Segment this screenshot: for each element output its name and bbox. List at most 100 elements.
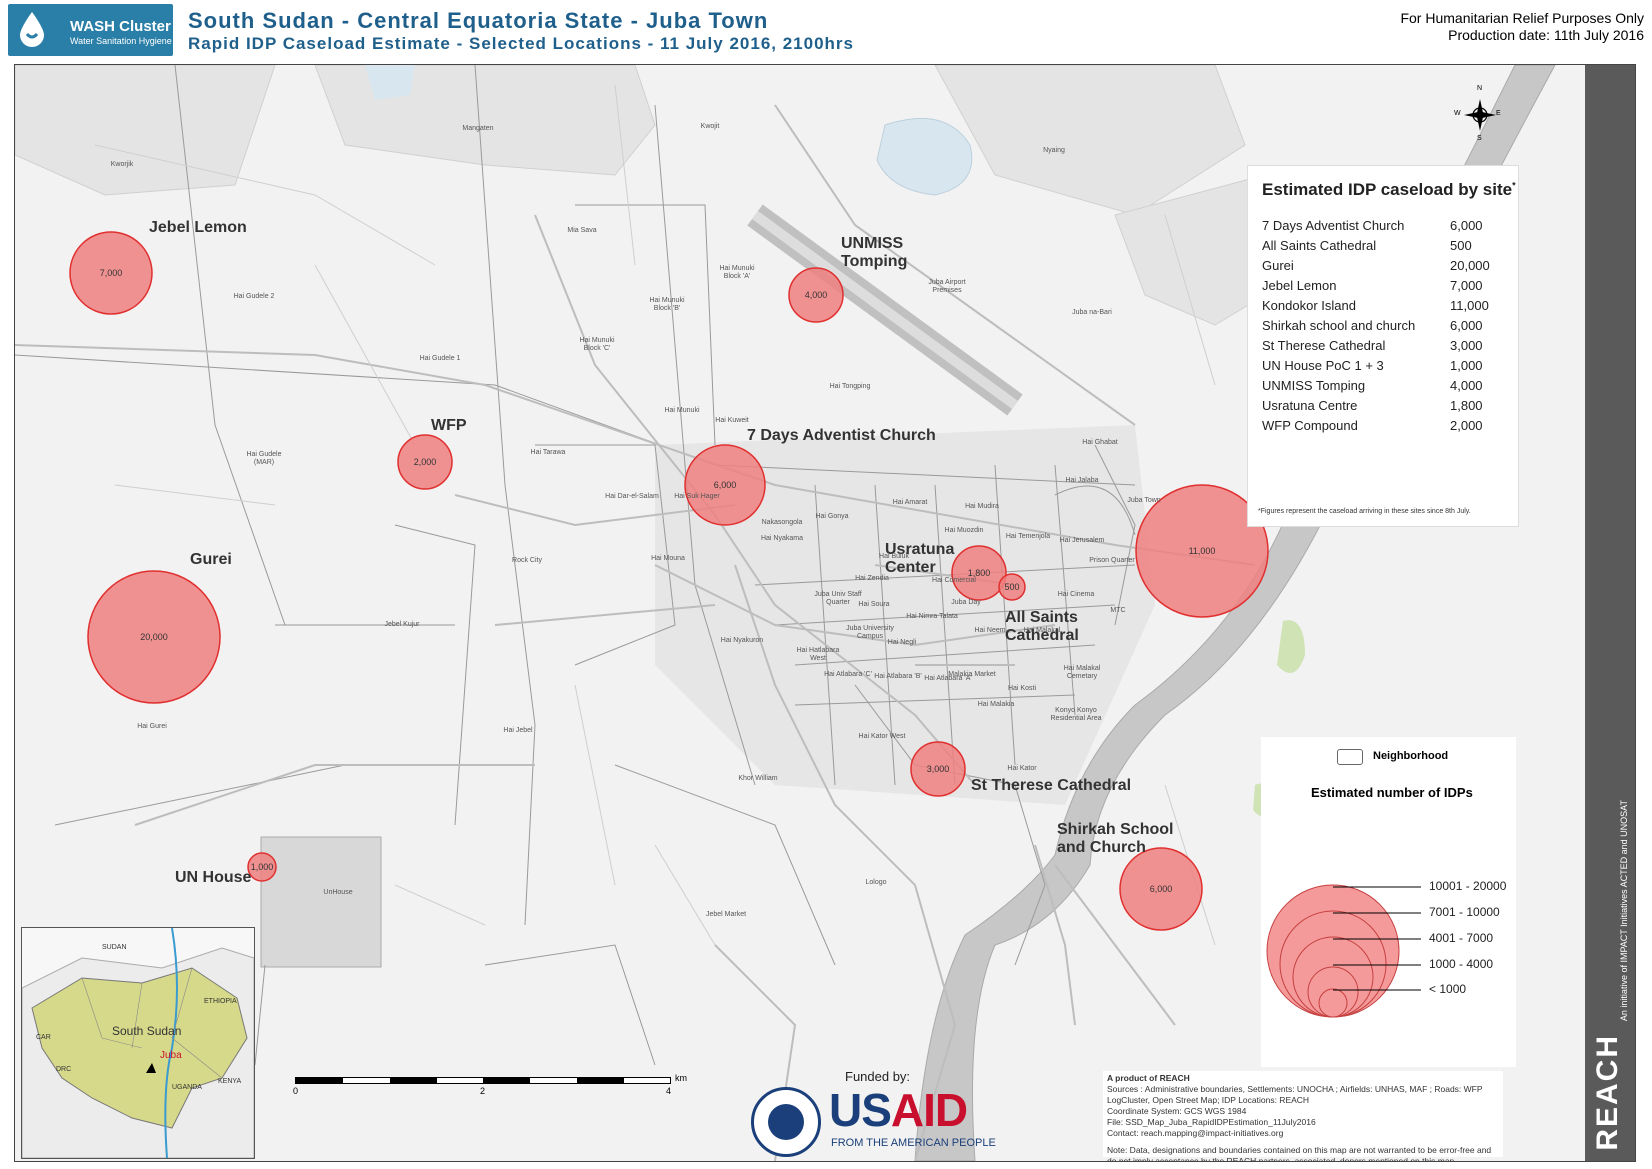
site-circle[interactable] [1119, 847, 1203, 931]
caseload-site-value: 3,000 [1450, 338, 1483, 353]
place-label: Hai Kosti [1007, 685, 1036, 692]
credits-file: File: SSD_Map_Juba_RapidIDPEstimation_11… [1107, 1117, 1316, 1127]
credits-title: A product of REACH [1107, 1073, 1190, 1083]
site-label: Jebel Lemon [149, 219, 247, 236]
scale-seg-4 [577, 1078, 624, 1083]
size-legend-circles [1266, 884, 1421, 1018]
place-label: Hai Gudele 2 [233, 293, 275, 300]
site-circle[interactable] [247, 852, 277, 882]
purpose-note: For Humanitarian Relief Purposes Only [1400, 10, 1644, 26]
caseload-row: Shirkah school and church 6,000 [1262, 318, 1502, 338]
place-label: Hai Ghabat [1082, 439, 1118, 446]
caseload-site-name: 7 Days Adventist Church [1262, 218, 1405, 233]
caseload-footnote: *Figures represent the caseload arriving… [1258, 508, 1471, 515]
site-circle[interactable] [684, 444, 766, 526]
place-label: Hai Comercial [932, 577, 976, 584]
site-value: 1,000 [250, 862, 274, 872]
site-circle[interactable] [87, 570, 221, 704]
place-label: Hai Negli [887, 639, 917, 646]
wash-cluster-logo: WASH Cluster Water Sanitation Hygiene [8, 4, 173, 56]
place-label: Hai Buluk [879, 553, 909, 560]
site-value: 2,000 [413, 457, 437, 467]
reach-band: An initiative of IMPACT Initiatives ACTE… [1585, 65, 1635, 1161]
caseload-table: Estimated IDP caseload by site* 7 Days A… [1247, 165, 1519, 527]
place-label: Juba University Campus [846, 625, 894, 640]
inset-label-drc: DRC [56, 1066, 72, 1073]
place-label: Hai Zendia [855, 575, 889, 582]
site-circle[interactable] [910, 741, 966, 797]
water-drop-icon [20, 12, 44, 47]
place-label: Hai Jalaba [1065, 477, 1099, 484]
site-value: 6,000 [713, 480, 737, 490]
place-label: Hai Temenjola [1005, 533, 1051, 540]
site-label: All Saints Cathedral [1005, 609, 1079, 644]
north-arrow: N S E W [1454, 85, 1501, 145]
place-label: Konyo Konyo Residential Area [1050, 707, 1102, 722]
scale-tick-0: 0 [293, 1086, 299, 1096]
place-label: Malakia Market [948, 671, 996, 678]
caseload-site-value: 1,800 [1450, 398, 1483, 413]
site-circle[interactable] [1135, 484, 1269, 618]
caseload-row: St Therese Cathedral 3,000 [1262, 338, 1502, 358]
caseload-site-name: Shirkah school and church [1262, 318, 1416, 333]
site-circle[interactable] [788, 267, 844, 323]
scale-seg-1 [296, 1078, 343, 1083]
place-label: Nakasongola [761, 519, 803, 526]
neighborhood-label: Neighborhood [1373, 750, 1449, 762]
place-label: Hai Gurei [137, 723, 167, 730]
place-label: Hai Dar-el-Salam [605, 493, 659, 500]
caseload-site-value: 7,000 [1450, 278, 1483, 293]
place-label: Mangaten [462, 125, 494, 132]
place-label: Hai Neem [974, 627, 1006, 634]
scale-seg-2 [390, 1078, 437, 1083]
place-label: Juba Univ Staff Quarter [814, 591, 862, 606]
place-label: Hai Kator West [858, 733, 906, 740]
place-label: Hai Malakal [1023, 627, 1061, 634]
usaid-aid: AID [890, 1084, 968, 1136]
place-label: Hai Hatlabara West [796, 647, 840, 662]
caseload-title-text: Estimated IDP caseload by site [1262, 180, 1513, 199]
place-label: Hai Nyakama [760, 535, 803, 542]
site-circle[interactable] [998, 573, 1026, 601]
place-label: Hai Munuki Block 'B' [649, 297, 685, 312]
credits-contact[interactable]: Contact: reach.mapping@impact-initiative… [1107, 1128, 1284, 1138]
inset-svg [22, 928, 254, 1158]
place-label: Hai Mouna [651, 555, 685, 562]
place-label: Hai Gudele (MAR) [246, 451, 282, 466]
inset-label-car: CAR [36, 1034, 51, 1041]
place-label: Juba Airport Premises [928, 279, 966, 294]
size-class-label: 7001 - 10000 [1429, 905, 1500, 919]
place-label: Hai Tongping [829, 383, 871, 390]
caseload-site-name: Kondokor Island [1262, 298, 1356, 313]
site-circle[interactable] [951, 545, 1007, 601]
funded-by-label: Funded by: [845, 1069, 911, 1084]
site-label: 7 Days Adventist Church [747, 427, 936, 444]
usaid-logo: USAID FROM THE AMERICAN PEOPLE [745, 1084, 1015, 1159]
inset-label-juba: Juba [160, 1050, 182, 1061]
place-label: Jebel Market [705, 911, 747, 918]
caseload-row: Kondokor Island 11,000 [1262, 298, 1502, 318]
place-label: UnHouse [323, 889, 353, 896]
place-label: Hai Gonya [815, 513, 849, 520]
production-date: Production date: 11th July 2016 [1448, 27, 1644, 43]
site-label: Usratuna Center [885, 541, 955, 576]
inset-label-uganda: UGANDA [172, 1084, 202, 1091]
site-circle[interactable] [69, 231, 153, 315]
place-label: Khor William [738, 775, 778, 782]
caseload-site-value: 11,000 [1450, 298, 1489, 313]
reach-logo: REACH [1591, 1034, 1624, 1151]
place-label: Hai Munuki Block 'C' [579, 337, 615, 352]
site-label: UNMISS Tomping [841, 235, 908, 270]
map-frame[interactable]: 7,000 Jebel Lemon 4,000 UNMISS Tomping 2,000… [14, 64, 1636, 1162]
inset-label-south-sudan: South Sudan [112, 1024, 182, 1038]
logo-title: WASH Cluster [70, 18, 171, 35]
place-label: Hai Malakia [977, 701, 1015, 708]
site-circle[interactable] [397, 434, 453, 490]
base-map [15, 65, 1556, 1161]
credits-crs: Coordinate System: GCS WGS 1984 [1107, 1106, 1247, 1116]
place-label: Hai Kuweit [715, 417, 749, 424]
north-s: S [1477, 135, 1482, 142]
caseload-row: Gurei 20,000 [1262, 258, 1502, 278]
scale-seg-3 [483, 1078, 530, 1083]
north-w: W [1454, 110, 1461, 117]
